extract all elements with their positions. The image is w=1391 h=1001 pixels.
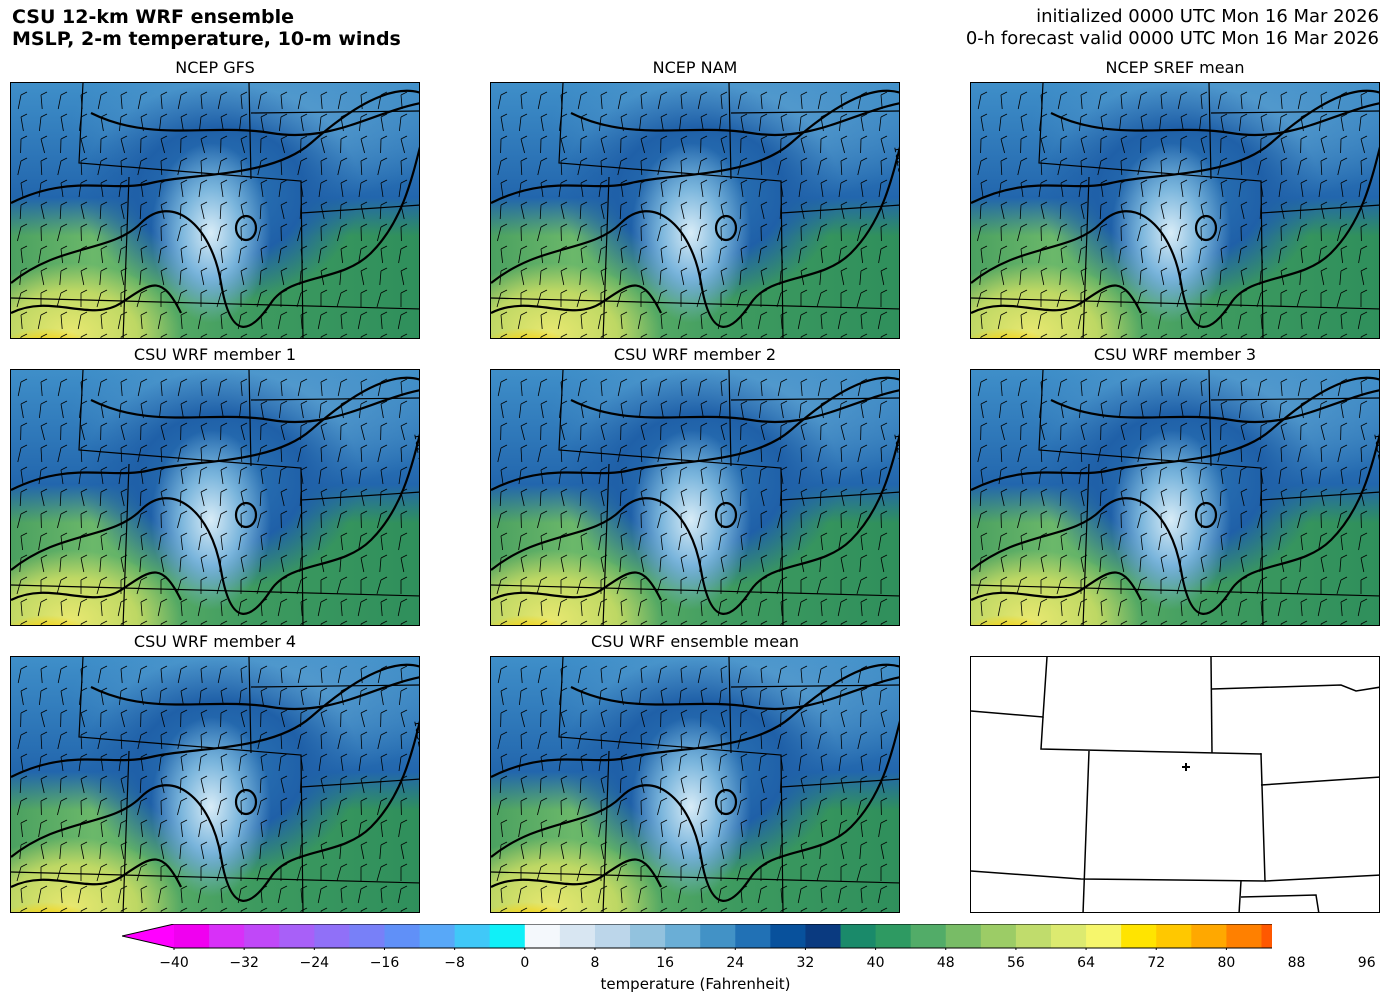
colorbar-bin: [279, 924, 315, 948]
wind-barbs: [496, 665, 888, 912]
figure-title: CSU 12-km WRF ensemble: [12, 6, 294, 28]
colorbar-tick-label: 56: [1006, 955, 1025, 971]
isobars: [11, 663, 419, 902]
colorbar-extend-low: [122, 924, 174, 948]
colorbar-bin: [630, 924, 666, 948]
locator-borders: [971, 657, 1379, 912]
colorbar-bin: [1121, 924, 1157, 948]
wind-barbs: [16, 665, 408, 912]
map-panel: [970, 82, 1380, 339]
colorbar-tick-label: 72: [1147, 955, 1166, 971]
wind-barbs: [496, 91, 888, 338]
colorbar-tick-label: −8: [444, 955, 465, 971]
colorbar-bin: [419, 924, 456, 948]
colorbar-tick-label: −24: [299, 955, 330, 971]
map-panel: [10, 82, 420, 339]
isobars: [11, 89, 419, 328]
colorbar-bin: [209, 924, 245, 948]
colorbar-bin: [489, 924, 526, 948]
isobars: [491, 376, 899, 615]
panel-title: CSU WRF member 1: [133, 345, 297, 364]
colorbar-bin: [735, 924, 771, 948]
colorbar-tick-label: 16: [656, 955, 675, 971]
state-borders: [11, 83, 419, 338]
panel-title: NCEP GFS: [175, 58, 255, 77]
colorbar-tick-label: −16: [369, 955, 400, 971]
colorbar: [122, 924, 1272, 950]
init-time: initialized 0000 UTC Mon 16 Mar 2026: [1036, 6, 1379, 27]
isobars: [491, 89, 899, 328]
colorbar-tick-label: 88: [1287, 955, 1306, 971]
panel-title: NCEP SREF mean: [1105, 58, 1245, 77]
colorbar-bin: [174, 924, 210, 948]
isobars: [971, 376, 1379, 615]
map-panel: 1032: [10, 656, 420, 913]
colorbar-bin: [840, 924, 877, 948]
locator-map: [970, 656, 1380, 913]
colorbar-bin: [314, 924, 350, 948]
panel-title: NCEP NAM: [652, 58, 738, 77]
panel-title: CSU WRF ensemble mean: [590, 632, 799, 651]
panel-title: CSU WRF member 4: [133, 632, 297, 651]
colorbar-tick-label: 96: [1357, 955, 1376, 971]
colorbar-bin: [384, 924, 421, 948]
colorbar-tick-label: 8: [590, 955, 600, 971]
colorbar-bin: [1191, 924, 1227, 948]
wind-barbs: [16, 91, 408, 338]
isobars: [11, 376, 419, 615]
isobars: [971, 89, 1379, 328]
wind-barbs: [976, 91, 1368, 338]
map-panel: [490, 656, 900, 913]
colorbar-tick-label: 64: [1077, 955, 1095, 971]
state-borders: [11, 657, 419, 912]
colorbar-bin: [1086, 924, 1122, 948]
state-borders: [11, 370, 419, 625]
colorbar-bin: [349, 924, 385, 948]
panel-title: CSU WRF member 3: [1093, 345, 1257, 364]
colorbar-bin: [945, 924, 982, 948]
panel-title: CSU WRF member 2: [613, 345, 777, 364]
colorbar-bin: [244, 924, 280, 948]
figure-subtitle: MSLP, 2-m temperature, 10-m winds: [12, 28, 401, 50]
colorbar-tick-label: 32: [796, 955, 815, 971]
colorbar-bin: [559, 924, 596, 948]
colorbar-tick-label: 40: [866, 955, 885, 971]
colorbar-bin: [1015, 924, 1052, 948]
colorbar-bin: [1156, 924, 1192, 948]
wind-barbs: [976, 378, 1368, 625]
colorbar-tick-label: 80: [1217, 955, 1236, 971]
colorbar-tick-label: −40: [159, 955, 189, 971]
colorbar-bin: [770, 924, 806, 948]
isobars: [491, 663, 899, 902]
colorbar-bin: [524, 924, 561, 948]
map-panel: 1032: [970, 369, 1380, 626]
colorbar-bin: [594, 924, 631, 948]
map-panel: 1024: [10, 369, 420, 626]
colorbar-bin: [980, 924, 1017, 948]
colorbar-bin: [1051, 924, 1087, 948]
colorbar-tick-label: 0: [520, 955, 530, 971]
colorbar-tick-label: −32: [229, 955, 259, 971]
colorbar-label: temperature (Fahrenheit): [600, 975, 791, 993]
colorbar-tick-label: 24: [726, 955, 745, 971]
colorbar-bin: [700, 924, 736, 948]
colorbar-tick-label: 48: [936, 955, 955, 971]
colorbar-bin: [454, 924, 491, 948]
wind-barbs: [496, 378, 888, 625]
colorbar-bin: [1261, 924, 1272, 948]
wind-barbs: [16, 378, 408, 625]
location-marker-icon: [1182, 763, 1190, 771]
colorbar-bin: [665, 924, 701, 948]
colorbar-bin: [875, 924, 912, 948]
colorbar-bin: [910, 924, 947, 948]
valid-time: 0-h forecast valid 0000 UTC Mon 16 Mar 2…: [965, 28, 1379, 49]
colorbar-bin: [1226, 924, 1262, 948]
colorbar-bin: [805, 924, 842, 948]
map-panel: 1028: [490, 82, 900, 339]
map-panel: 1024: [490, 369, 900, 626]
state-borders: [491, 370, 899, 625]
